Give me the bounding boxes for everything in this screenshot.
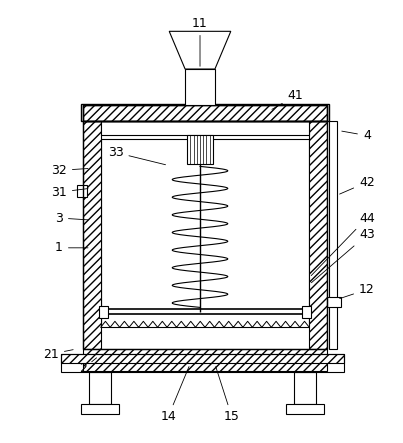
Bar	[83, 120, 101, 349]
Bar	[101, 120, 309, 135]
Text: 15: 15	[216, 367, 240, 423]
Bar	[302, 307, 311, 319]
Bar	[77, 185, 87, 197]
Text: 14: 14	[160, 366, 189, 423]
Text: 42: 42	[340, 176, 375, 194]
Text: 4: 4	[342, 129, 371, 142]
Text: 41: 41	[272, 89, 303, 109]
Bar	[89, 372, 111, 404]
Bar	[185, 69, 215, 105]
Text: 12: 12	[340, 283, 375, 299]
Bar	[327, 297, 341, 307]
Bar	[83, 120, 327, 349]
Bar	[287, 404, 324, 414]
Bar	[61, 354, 344, 363]
Text: 21: 21	[43, 348, 73, 361]
Bar	[61, 354, 344, 372]
Text: 43: 43	[312, 229, 375, 283]
Bar	[83, 105, 327, 120]
Text: 3: 3	[55, 211, 88, 225]
Bar	[101, 139, 309, 327]
Text: 33: 33	[108, 146, 166, 165]
Bar	[187, 135, 213, 164]
Bar	[294, 372, 316, 404]
Text: 1: 1	[55, 241, 88, 254]
Bar	[81, 104, 329, 120]
Bar	[309, 120, 327, 349]
Bar	[83, 349, 327, 371]
Text: 32: 32	[51, 164, 88, 177]
Text: 11: 11	[192, 17, 208, 66]
Text: 31: 31	[51, 186, 88, 199]
Polygon shape	[169, 31, 231, 69]
Text: 2: 2	[79, 358, 97, 376]
Bar	[99, 307, 108, 319]
Bar	[81, 404, 118, 414]
Bar	[329, 120, 337, 349]
Text: 44: 44	[311, 211, 375, 276]
Bar	[83, 105, 327, 120]
